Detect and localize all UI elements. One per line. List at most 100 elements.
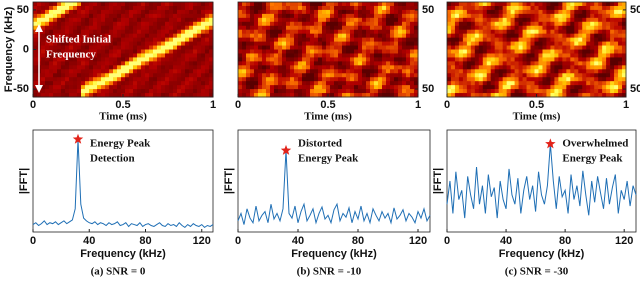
spectrogram-pixel: [618, 18, 622, 22]
y-tick-label: 50: [630, 4, 640, 16]
spectrogram-pixel: [558, 53, 562, 57]
spectrogram-pixel: [511, 85, 515, 89]
spectrogram-pixel: [554, 10, 558, 14]
spectrogram-pixel: [157, 65, 162, 69]
spectrogram-pixel: [133, 30, 138, 34]
spectrogram-pixel: [41, 53, 46, 57]
spectrogram-pixel: [358, 73, 363, 77]
spectrogram-pixel: [330, 26, 335, 30]
spectrogram-pixel: [378, 85, 383, 89]
spectrogram-pixel: [306, 26, 311, 30]
spectrogram-pixel: [61, 61, 66, 65]
spectrogram-pixel: [410, 61, 415, 65]
spectrogram-pixel: [610, 81, 614, 85]
spectrogram-pixel: [523, 10, 527, 14]
spectrogram-pixel: [322, 46, 327, 50]
spectrogram-pixel: [121, 2, 126, 6]
spectrogram-pixel: [177, 22, 182, 26]
spectrogram-pixel: [193, 81, 198, 85]
spectrogram-pixel: [614, 22, 618, 26]
spectrogram-pixel: [610, 57, 614, 61]
spectrogram-pixel: [491, 34, 495, 38]
spectrogram-pixel: [370, 81, 375, 85]
spectrogram-pixel: [278, 53, 283, 57]
spectrogram-pixel: [326, 57, 331, 61]
spectrogram-pixel: [302, 89, 307, 93]
spectrogram-pixel: [294, 81, 299, 85]
spectrogram-pixel: [121, 6, 126, 10]
spectrogram-pixel: [258, 34, 263, 38]
spectrogram-pixel: [606, 61, 610, 65]
spectrogram-pixel: [463, 61, 467, 65]
caption: (a) SNR = 0: [91, 266, 146, 278]
spectrogram-pixel: [558, 57, 562, 61]
spectrogram-pixel: [85, 18, 90, 22]
spectrogram-pixel: [306, 34, 311, 38]
spectrogram-pixel: [322, 61, 327, 65]
spectrogram-pixel: [594, 65, 598, 69]
spectrogram-pixel: [177, 73, 182, 77]
spectrogram-pixel: [558, 34, 562, 38]
spectrogram-pixel: [515, 2, 519, 6]
spectrogram-pixel: [495, 38, 499, 42]
spectrogram-pixel: [402, 77, 407, 81]
spectrogram-pixel: [366, 42, 371, 46]
spectrogram-pixel: [398, 2, 403, 6]
spectrogram-pixel: [334, 22, 339, 26]
spectrogram-pixel: [346, 73, 351, 77]
spectrogram-pixel: [542, 73, 546, 77]
spectrogram-pixel: [342, 57, 347, 61]
spectrogram-pixel: [398, 30, 403, 34]
spectrogram-pixel: [527, 6, 531, 10]
spectrogram-pixel: [531, 53, 535, 57]
spectrogram-pixel: [614, 61, 618, 65]
spectrogram-pixel: [133, 10, 138, 14]
spectrogram-pixel: [177, 18, 182, 22]
spectrogram-pixel: [570, 6, 574, 10]
spectrogram-pixel: [326, 46, 331, 50]
spectrogram-pixel: [531, 85, 535, 89]
spectrogram-pixel: [274, 53, 279, 57]
spectrogram-pixel: [286, 89, 291, 93]
spectrogram-pixel: [169, 69, 174, 73]
spectrogram-pixel: [45, 77, 50, 81]
spectrogram-pixel: [189, 26, 194, 30]
spectrogram-pixel: [402, 89, 407, 93]
spectrogram-pixel: [73, 22, 78, 26]
spectrogram-pixel: [378, 69, 383, 73]
spectrogram-pixel: [582, 73, 586, 77]
spectrogram-pixel: [519, 14, 523, 18]
spectrogram-pixel: [290, 6, 295, 10]
spectrogram-pixel: [338, 61, 343, 65]
spectrogram-pixel: [330, 57, 335, 61]
spectrogram-pixel: [618, 38, 622, 42]
spectrogram-pixel: [181, 14, 186, 18]
spectrogram-pixel: [77, 61, 82, 65]
spectrogram-pixel: [133, 73, 138, 77]
spectrogram-pixel: [491, 10, 495, 14]
spectrogram-pixel: [507, 30, 511, 34]
spectrogram-pixel: [447, 53, 451, 57]
spectrogram-pixel: [282, 34, 287, 38]
spectrogram-pixel: [382, 6, 387, 10]
spectrogram-pixel: [467, 46, 471, 50]
spectrogram-pixel: [137, 22, 142, 26]
spectrogram-pixel: [566, 2, 570, 6]
spectrogram-pixel: [173, 69, 178, 73]
spectrogram-pixel: [614, 65, 618, 69]
spectrogram-pixel: [161, 73, 166, 77]
spectrogram-pixel: [475, 53, 479, 57]
spectrogram-pixel: [250, 50, 255, 54]
spectrogram-pixel: [594, 50, 598, 54]
spectrogram-pixel: [49, 61, 54, 65]
spectrogram-pixel: [495, 50, 499, 54]
spectrogram-pixel: [173, 14, 178, 18]
spectrogram-pixel: [161, 38, 166, 42]
spectrogram-pixel: [499, 6, 503, 10]
spectrogram-pixel: [467, 2, 471, 6]
spectrogram-pixel: [463, 14, 467, 18]
spectrogram-pixel: [246, 26, 251, 30]
spectrogram-pixel: [578, 77, 582, 81]
spectrogram-pixel: [519, 10, 523, 14]
spectrogram-pixel: [61, 6, 66, 10]
